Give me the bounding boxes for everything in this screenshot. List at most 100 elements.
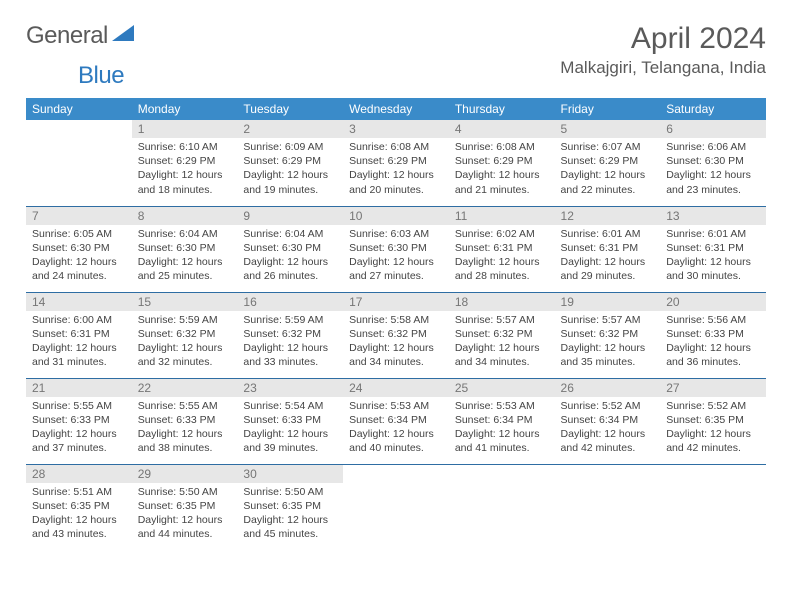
calendar-day-cell: 30Sunrise: 5:50 AMSunset: 6:35 PMDayligh…	[237, 464, 343, 550]
day-number: 17	[343, 293, 449, 311]
sunrise-line: Sunrise: 5:55 AM	[138, 399, 232, 413]
calendar-day-cell: 11Sunrise: 6:02 AMSunset: 6:31 PMDayligh…	[449, 206, 555, 292]
day-details: Sunrise: 5:53 AMSunset: 6:34 PMDaylight:…	[343, 397, 449, 460]
sunrise-line: Sunrise: 6:06 AM	[666, 140, 760, 154]
day-details: Sunrise: 5:59 AMSunset: 6:32 PMDaylight:…	[237, 311, 343, 374]
sunset-line: Sunset: 6:30 PM	[32, 241, 126, 255]
sunrise-line: Sunrise: 5:55 AM	[32, 399, 126, 413]
day-details: Sunrise: 6:10 AMSunset: 6:29 PMDaylight:…	[132, 138, 238, 201]
daylight-line: Daylight: 12 hours and 34 minutes.	[455, 341, 549, 369]
sunrise-line: Sunrise: 5:59 AM	[138, 313, 232, 327]
sunset-line: Sunset: 6:34 PM	[561, 413, 655, 427]
daylight-line: Daylight: 12 hours and 26 minutes.	[243, 255, 337, 283]
daylight-line: Daylight: 12 hours and 39 minutes.	[243, 427, 337, 455]
calendar-day-cell: 2Sunrise: 6:09 AMSunset: 6:29 PMDaylight…	[237, 120, 343, 206]
day-number: 6	[660, 120, 766, 138]
day-number: 27	[660, 379, 766, 397]
day-number: 28	[26, 465, 132, 483]
calendar-day-cell: .	[26, 120, 132, 206]
day-number: 23	[237, 379, 343, 397]
sunset-line: Sunset: 6:30 PM	[243, 241, 337, 255]
sunrise-line: Sunrise: 6:09 AM	[243, 140, 337, 154]
sunset-line: Sunset: 6:31 PM	[455, 241, 549, 255]
sunset-line: Sunset: 6:32 PM	[455, 327, 549, 341]
day-number: 30	[237, 465, 343, 483]
daylight-line: Daylight: 12 hours and 40 minutes.	[349, 427, 443, 455]
sunset-line: Sunset: 6:29 PM	[243, 154, 337, 168]
daylight-line: Daylight: 12 hours and 18 minutes.	[138, 168, 232, 196]
calendar-day-cell: 1Sunrise: 6:10 AMSunset: 6:29 PMDaylight…	[132, 120, 238, 206]
day-number: 12	[555, 207, 661, 225]
calendar-day-cell: 27Sunrise: 5:52 AMSunset: 6:35 PMDayligh…	[660, 378, 766, 464]
daylight-line: Daylight: 12 hours and 44 minutes.	[138, 513, 232, 541]
calendar-day-cell: 25Sunrise: 5:53 AMSunset: 6:34 PMDayligh…	[449, 378, 555, 464]
day-details: Sunrise: 6:00 AMSunset: 6:31 PMDaylight:…	[26, 311, 132, 374]
day-details: Sunrise: 5:50 AMSunset: 6:35 PMDaylight:…	[132, 483, 238, 546]
calendar-week-row: 21Sunrise: 5:55 AMSunset: 6:33 PMDayligh…	[26, 378, 766, 464]
day-details: Sunrise: 6:05 AMSunset: 6:30 PMDaylight:…	[26, 225, 132, 288]
daylight-line: Daylight: 12 hours and 34 minutes.	[349, 341, 443, 369]
sunset-line: Sunset: 6:33 PM	[666, 327, 760, 341]
daylight-line: Daylight: 12 hours and 43 minutes.	[32, 513, 126, 541]
calendar-day-cell: 15Sunrise: 5:59 AMSunset: 6:32 PMDayligh…	[132, 292, 238, 378]
sunrise-line: Sunrise: 6:03 AM	[349, 227, 443, 241]
day-number: 14	[26, 293, 132, 311]
day-number: 16	[237, 293, 343, 311]
sunrise-line: Sunrise: 5:53 AM	[455, 399, 549, 413]
weekday-header: Wednesday	[343, 98, 449, 120]
sunrise-line: Sunrise: 5:52 AM	[561, 399, 655, 413]
sunrise-line: Sunrise: 5:59 AM	[243, 313, 337, 327]
calendar-day-cell: 16Sunrise: 5:59 AMSunset: 6:32 PMDayligh…	[237, 292, 343, 378]
calendar-day-cell: 17Sunrise: 5:58 AMSunset: 6:32 PMDayligh…	[343, 292, 449, 378]
calendar-day-cell: 3Sunrise: 6:08 AMSunset: 6:29 PMDaylight…	[343, 120, 449, 206]
calendar-day-cell: 26Sunrise: 5:52 AMSunset: 6:34 PMDayligh…	[555, 378, 661, 464]
daylight-line: Daylight: 12 hours and 41 minutes.	[455, 427, 549, 455]
daylight-line: Daylight: 12 hours and 22 minutes.	[561, 168, 655, 196]
sunset-line: Sunset: 6:35 PM	[138, 499, 232, 513]
sunrise-line: Sunrise: 6:05 AM	[32, 227, 126, 241]
sunset-line: Sunset: 6:31 PM	[561, 241, 655, 255]
day-number: 20	[660, 293, 766, 311]
calendar-day-cell: 18Sunrise: 5:57 AMSunset: 6:32 PMDayligh…	[449, 292, 555, 378]
calendar-day-cell: 8Sunrise: 6:04 AMSunset: 6:30 PMDaylight…	[132, 206, 238, 292]
sunset-line: Sunset: 6:35 PM	[666, 413, 760, 427]
calendar-day-cell: 20Sunrise: 5:56 AMSunset: 6:33 PMDayligh…	[660, 292, 766, 378]
day-details: Sunrise: 5:50 AMSunset: 6:35 PMDaylight:…	[237, 483, 343, 546]
calendar-week-row: 14Sunrise: 6:00 AMSunset: 6:31 PMDayligh…	[26, 292, 766, 378]
calendar-day-cell: 28 Sunrise: 5:51 AMSunset: 6:35 PMDayligh…	[26, 464, 132, 550]
day-details: Sunrise: 5:58 AMSunset: 6:32 PMDaylight:…	[343, 311, 449, 374]
daylight-line: Daylight: 12 hours and 23 minutes.	[666, 168, 760, 196]
logo-text-right: Blue	[78, 62, 124, 89]
day-number: 18	[449, 293, 555, 311]
sunrise-line: Sunrise: 5:51 AM	[32, 485, 126, 499]
daylight-line: Daylight: 12 hours and 20 minutes.	[349, 168, 443, 196]
daylight-line: Daylight: 12 hours and 24 minutes.	[32, 255, 126, 283]
sunset-line: Sunset: 6:30 PM	[138, 241, 232, 255]
calendar-day-cell: .	[660, 464, 766, 550]
sunset-line: Sunset: 6:30 PM	[666, 154, 760, 168]
day-details: Sunrise: 6:08 AMSunset: 6:29 PMDaylight:…	[449, 138, 555, 201]
sunset-line: Sunset: 6:35 PM	[32, 499, 126, 513]
sunset-line: Sunset: 6:33 PM	[32, 413, 126, 427]
weekday-header-row: SundayMondayTuesdayWednesdayThursdayFrid…	[26, 98, 766, 120]
day-number: 15	[132, 293, 238, 311]
calendar-week-row: 28Sunrise: 5:51 AMSunset: 6:35 PMDayligh…	[26, 464, 766, 550]
day-details: Sunrise: 5:55 AMSunset: 6:33 PMDaylight:…	[132, 397, 238, 460]
sunrise-line: Sunrise: 5:57 AM	[561, 313, 655, 327]
day-details: Sunrise: 6:04 AMSunset: 6:30 PMDaylight:…	[237, 225, 343, 288]
day-number: 8	[132, 207, 238, 225]
daylight-line: Daylight: 12 hours and 42 minutes.	[666, 427, 760, 455]
daylight-line: Daylight: 12 hours and 28 minutes.	[455, 255, 549, 283]
sunrise-line: Sunrise: 6:08 AM	[349, 140, 443, 154]
calendar-day-cell: 29Sunrise: 5:50 AMSunset: 6:35 PMDayligh…	[132, 464, 238, 550]
sunrise-line: Sunrise: 6:04 AM	[138, 227, 232, 241]
sunrise-line: Sunrise: 5:50 AM	[138, 485, 232, 499]
sunset-line: Sunset: 6:33 PM	[138, 413, 232, 427]
day-details: Sunrise: 6:09 AMSunset: 6:29 PMDaylight:…	[237, 138, 343, 201]
location-label: Malkajgiri, Telangana, India	[560, 58, 766, 78]
calendar-day-cell: 4Sunrise: 6:08 AMSunset: 6:29 PMDaylight…	[449, 120, 555, 206]
day-number: 24	[343, 379, 449, 397]
calendar-week-row: 7Sunrise: 6:05 AMSunset: 6:30 PMDaylight…	[26, 206, 766, 292]
logo-text-left: General	[26, 22, 108, 50]
calendar-day-cell: 6 Sunrise: 6:06 AMSunset: 6:30 PMDaylight…	[660, 120, 766, 206]
